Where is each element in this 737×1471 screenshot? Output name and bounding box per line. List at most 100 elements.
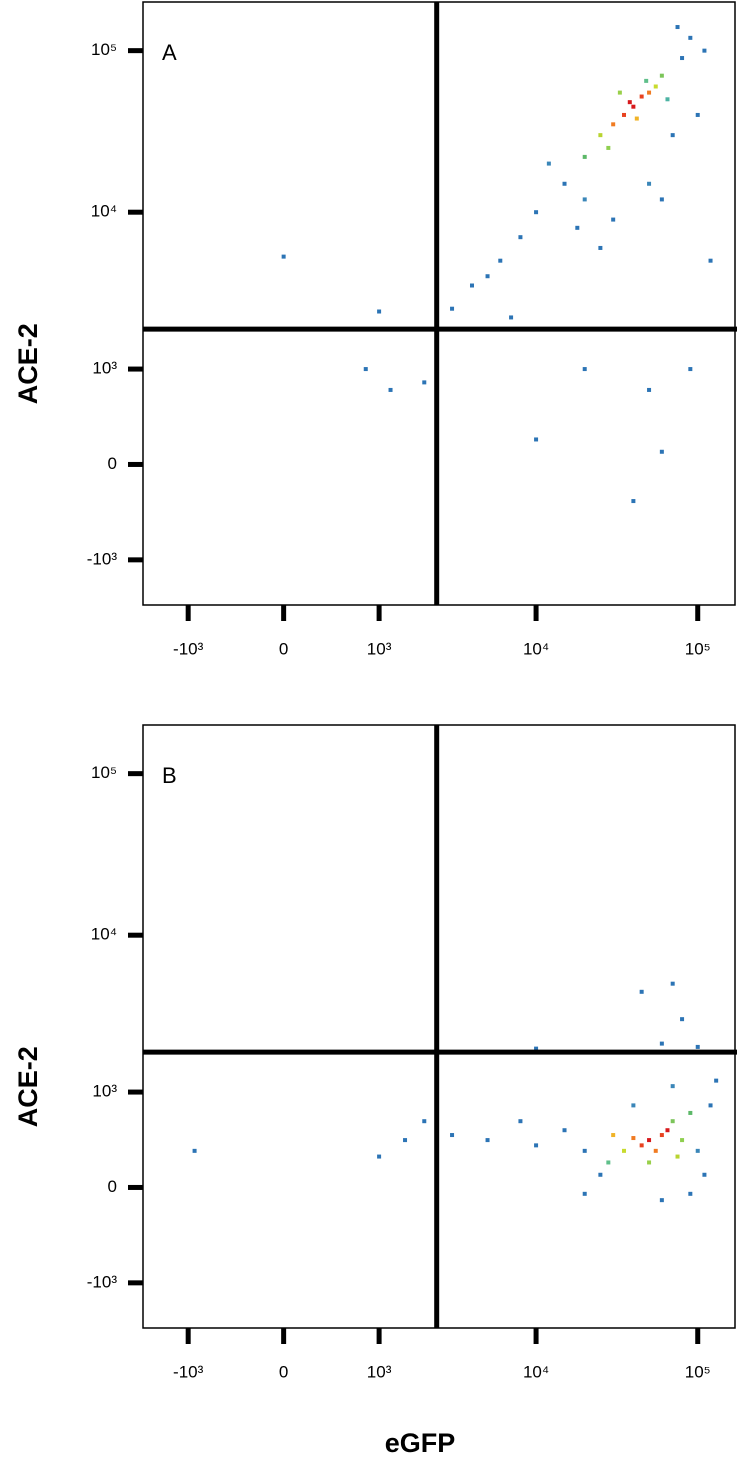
event-point [702, 48, 707, 53]
event-point [422, 380, 427, 385]
event-point [192, 1148, 197, 1153]
event-point [363, 367, 368, 372]
event-point [509, 315, 514, 320]
event-point [680, 56, 685, 61]
event-point [450, 306, 455, 311]
event-point [647, 387, 652, 392]
event-point [639, 1143, 644, 1148]
event-point [653, 84, 658, 89]
y-tick-label: -10³ [87, 1272, 118, 1291]
x-tick-label: 0 [279, 639, 288, 658]
event-point [631, 1103, 636, 1108]
event-point [631, 499, 636, 504]
event-point [659, 1041, 664, 1046]
event-point [714, 1078, 719, 1083]
event-point [534, 437, 539, 442]
event-point [377, 309, 382, 314]
event-point [562, 1128, 567, 1133]
event-point [644, 78, 649, 83]
event-point [680, 1138, 685, 1143]
event-point [518, 235, 523, 240]
event-point [582, 1148, 587, 1153]
event-point [670, 981, 675, 986]
event-point [675, 25, 680, 30]
y-tick-label: 10⁵ [91, 763, 117, 782]
event-point [598, 133, 603, 138]
event-point [665, 97, 670, 102]
event-point [688, 1110, 693, 1115]
event-point [485, 274, 490, 279]
event-point [708, 1103, 713, 1108]
event-point [631, 1136, 636, 1141]
event-point [659, 1133, 664, 1138]
event-point [647, 1160, 652, 1165]
event-point [631, 104, 636, 109]
event-point [688, 367, 693, 372]
event-point [647, 1138, 652, 1143]
event-point [611, 1133, 616, 1138]
event-point [281, 254, 286, 259]
event-point [659, 1198, 664, 1203]
x-tick-label: 10³ [367, 639, 392, 658]
event-point [562, 181, 567, 186]
event-point [695, 112, 700, 117]
event-point [377, 1154, 382, 1159]
y-axis-label: ACE-2 [13, 1046, 43, 1127]
event-point [680, 1017, 685, 1022]
y-tick-label: 0 [108, 1177, 117, 1196]
event-point [647, 181, 652, 186]
x-tick-label: -10³ [173, 639, 204, 658]
event-point [688, 1191, 693, 1196]
panel-label: A [162, 40, 177, 65]
event-point [388, 387, 393, 392]
event-point [639, 94, 644, 99]
event-point [450, 1133, 455, 1138]
y-tick-label: 10⁵ [91, 40, 117, 59]
event-point [422, 1119, 427, 1124]
x-tick-label: -10³ [173, 1362, 204, 1381]
y-tick-label: -10³ [87, 549, 118, 568]
event-point [606, 145, 611, 150]
event-point [534, 1143, 539, 1148]
event-point [403, 1138, 408, 1143]
event-point [617, 90, 622, 95]
event-point [534, 1046, 539, 1051]
event-point [622, 112, 627, 117]
y-tick-label: 10³ [92, 1082, 117, 1101]
event-point [647, 90, 652, 95]
event-point [611, 217, 616, 222]
event-point [546, 161, 551, 166]
y-tick-label: 10⁴ [91, 202, 117, 221]
event-point [622, 1148, 627, 1153]
event-point [611, 122, 616, 127]
x-tick-label: 10⁴ [523, 1362, 549, 1381]
event-point [606, 1160, 611, 1165]
event-point [582, 154, 587, 159]
x-tick-label: 10⁵ [685, 1362, 711, 1381]
event-point [485, 1138, 490, 1143]
event-point [670, 1084, 675, 1089]
event-point [675, 1154, 680, 1159]
event-point [659, 449, 664, 454]
x-tick-label: 10⁴ [523, 639, 549, 658]
x-axis-label: eGFP [385, 1428, 456, 1458]
event-point [598, 1172, 603, 1177]
event-point [582, 1191, 587, 1196]
event-point [670, 133, 675, 138]
event-point [598, 245, 603, 250]
event-point [695, 1148, 700, 1153]
event-point [639, 989, 644, 994]
event-point [498, 258, 503, 263]
event-point [469, 283, 474, 288]
y-axis-label: ACE-2 [13, 323, 43, 404]
x-tick-label: 10³ [367, 1362, 392, 1381]
event-point [582, 367, 587, 372]
event-point [518, 1119, 523, 1124]
event-point [702, 1172, 707, 1177]
event-point [659, 197, 664, 202]
y-tick-label: 10³ [92, 359, 117, 378]
y-tick-label: 0 [108, 454, 117, 473]
event-point [634, 116, 639, 121]
